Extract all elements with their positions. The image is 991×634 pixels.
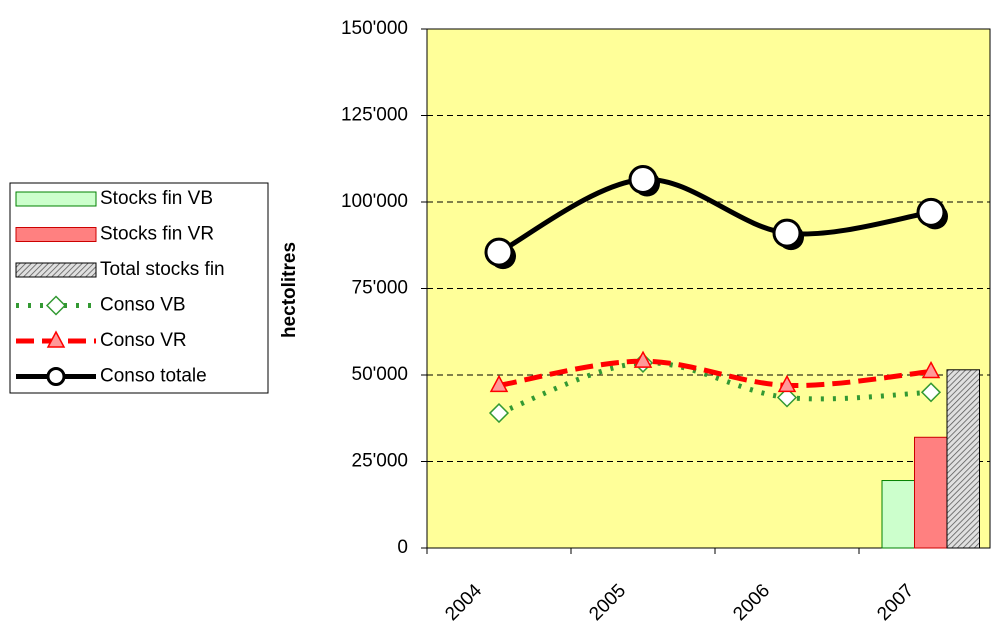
legend-label: Total stocks fin (100, 259, 225, 280)
y-tick-label: 75'000 (352, 278, 408, 299)
marker (628, 165, 658, 195)
line (498, 358, 932, 389)
legend-label: Stocks fin VR (100, 224, 214, 245)
legend-label: Stocks fin VB (100, 188, 213, 209)
y-tick-label: 125'000 (341, 105, 408, 126)
marker (916, 197, 946, 227)
legend-marker (46, 367, 66, 386)
marker (489, 374, 509, 393)
marker (484, 237, 514, 267)
legend (9, 182, 269, 394)
legend-marker (46, 330, 66, 348)
bar (881, 480, 915, 549)
legend-swatch (15, 191, 97, 207)
marker (772, 218, 802, 248)
x-tick-label: 2004 (441, 580, 486, 625)
x-tick-label: 2005 (585, 580, 630, 625)
marker (777, 374, 797, 393)
marker (921, 360, 941, 379)
legend-marker (45, 295, 67, 316)
legend-label: Conso totale (100, 366, 207, 387)
y-tick-label: 100'000 (341, 191, 408, 212)
x-tick-label: 2007 (873, 580, 918, 625)
y-tick-label: 150'000 (341, 18, 408, 39)
marker (776, 387, 798, 408)
x-tick-label: 2006 (729, 580, 774, 625)
y-axis-label: hectolitres (279, 242, 300, 338)
bar (914, 436, 948, 549)
y-tick-label: 25'000 (352, 451, 408, 472)
line (497, 177, 932, 255)
y-tick-label: 50'000 (352, 364, 408, 385)
marker (920, 382, 942, 403)
bar (946, 369, 980, 549)
legend-swatch (15, 262, 97, 278)
legend-swatch (15, 227, 97, 242)
marker (633, 350, 653, 368)
legend-label: Conso VB (100, 295, 186, 316)
marker (488, 402, 510, 424)
y-tick-label: 0 (397, 537, 408, 558)
legend-label: Conso VR (100, 330, 187, 351)
